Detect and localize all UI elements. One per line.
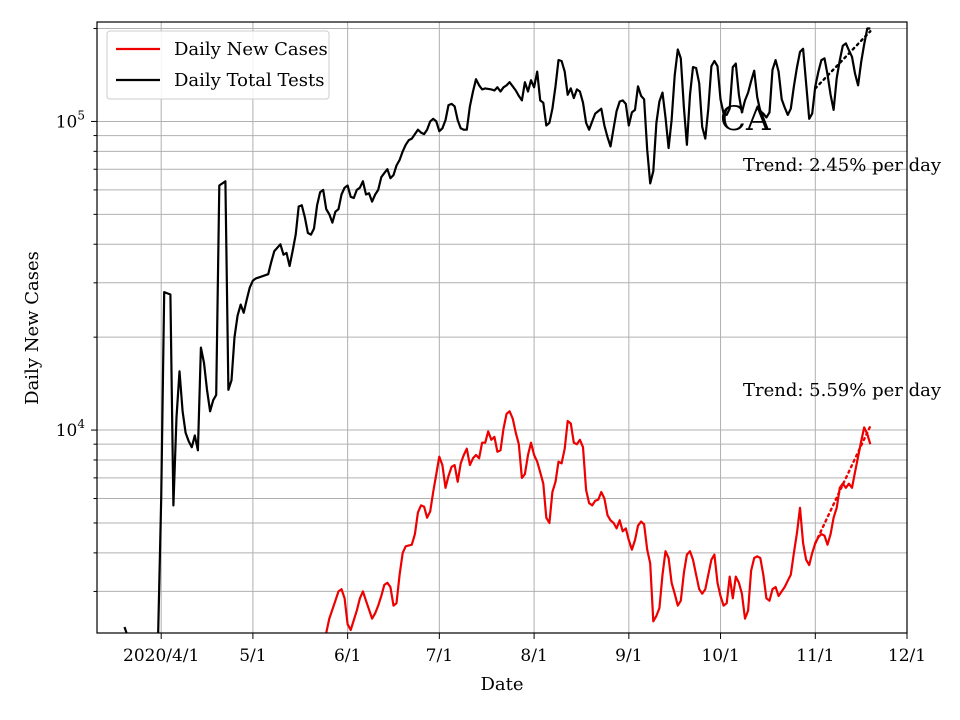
y-tick-label: 104: [56, 417, 86, 441]
y-axis-label: Daily New Cases: [22, 251, 43, 405]
legend: Daily New Cases Daily Total Tests: [106, 30, 330, 100]
series-layer: [123, 27, 872, 633]
trend-annotation-tests: Trend: 2.45% per day: [743, 155, 942, 176]
series-line-daily-total-tests: [123, 27, 871, 633]
x-tick-label: 2020/4/1: [123, 646, 199, 666]
y-axis-ticks: 104 105: [56, 28, 97, 592]
x-axis-label: Date: [480, 674, 523, 695]
legend-label-cases: Daily New Cases: [174, 39, 328, 60]
x-tick-label: 9/1: [615, 646, 642, 666]
trend-line-tests: [814, 30, 872, 90]
trend-line-cases: [814, 424, 872, 545]
state-label: CA: [720, 99, 771, 139]
x-tick-label: 7/1: [426, 646, 453, 666]
x-tick-label: 6/1: [334, 646, 361, 666]
y-tick-label: 105: [56, 108, 85, 132]
legend-box: [106, 30, 330, 100]
plot-frame: [96, 21, 908, 634]
x-tick-label: 10/1: [701, 646, 739, 666]
x-tick-label: 8/1: [520, 646, 547, 666]
trend-layer: [814, 30, 872, 545]
trend-annotation-cases: Trend: 5.59% per day: [743, 380, 942, 401]
series-line-daily-new-cases: [325, 410, 872, 633]
x-tick-label: 11/1: [796, 646, 834, 666]
x-tick-label: 12/1: [888, 646, 926, 666]
x-tick-label: 5/1: [239, 646, 266, 666]
legend-label-tests: Daily Total Tests: [174, 70, 324, 91]
x-axis-ticks: 2020/4/1 5/1 6/1 7/1 8/1 9/1 10/1 11/1 12/1: [123, 633, 926, 666]
